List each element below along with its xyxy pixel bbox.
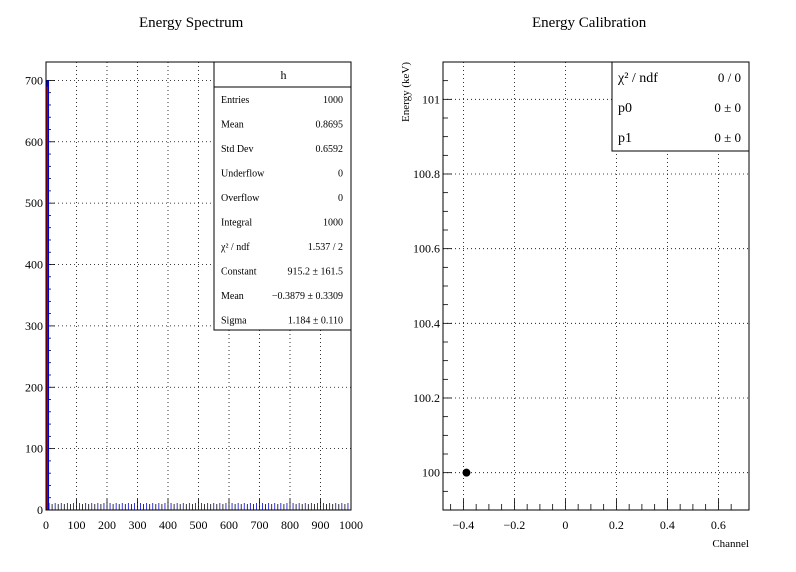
stats-value: 0.6592 (316, 144, 344, 155)
y-tick-label: 500 (25, 196, 43, 210)
stats-label: Sigma (221, 316, 247, 327)
stats-label: Underflow (221, 169, 265, 180)
x-tick-label: −0.2 (504, 518, 526, 532)
stats-label: Mean (221, 291, 244, 302)
x-tick-label: 200 (98, 518, 116, 532)
stats-box-title: h (281, 68, 287, 82)
stats-value: 1.537 / 2 (308, 242, 343, 253)
x-tick-label: 0 (562, 518, 568, 532)
x-tick-label: −0.4 (453, 518, 475, 532)
y-tick-label: 300 (25, 319, 43, 333)
stats-label: Entries (221, 95, 249, 106)
stats-value: 1000 (323, 218, 343, 229)
stats-value: 0 (338, 193, 343, 204)
data-point (462, 468, 471, 477)
x-axis-title: Channel (712, 538, 749, 550)
y-tick-label: 100.2 (413, 391, 440, 405)
y-tick-label: 100 (422, 466, 440, 480)
x-tick-label: 0.2 (609, 518, 624, 532)
stats-value: 915.2 ± 161.5 (288, 267, 344, 278)
y-tick-label: 100 (25, 442, 43, 456)
x-tick-label: 400 (159, 518, 177, 532)
stats-label: χ² / ndf (220, 242, 250, 253)
y-tick-label: 400 (25, 258, 43, 272)
stats-value: 1.184 ± 0.110 (288, 316, 343, 327)
stats-label: Overflow (221, 193, 260, 204)
stats-label: Mean (221, 120, 244, 131)
x-tick-label: 700 (251, 518, 269, 532)
x-tick-label: 800 (281, 518, 299, 532)
x-tick-label: 900 (312, 518, 330, 532)
y-tick-label: 100.6 (413, 242, 440, 256)
plot-frame (442, 61, 750, 511)
stats-value: 0 ± 0 (714, 100, 741, 115)
y-axis-title: Energy (keV) (400, 62, 412, 122)
y-tick-label: 100.8 (413, 167, 440, 181)
stats-label: Std Dev (221, 144, 254, 155)
y-tick-label: 600 (25, 135, 43, 149)
y-tick-label: 0 (37, 503, 43, 517)
x-tick-label: 0.4 (660, 518, 675, 532)
stats-label: Integral (221, 218, 252, 229)
y-tick-label: 100.4 (413, 316, 440, 330)
x-tick-label: 1000 (339, 518, 363, 532)
stats-box (213, 61, 352, 331)
x-tick-label: 300 (129, 518, 147, 532)
stats-label: p0 (618, 101, 632, 116)
x-tick-label: 0 (43, 518, 49, 532)
stats-label: Constant (221, 267, 257, 278)
stats-label: χ² / ndf (617, 71, 658, 86)
stats-box (611, 61, 750, 152)
y-tick-label: 200 (25, 380, 43, 394)
y-tick-label: 101 (422, 92, 440, 106)
x-tick-label: 0.6 (711, 518, 726, 532)
chart-title-spectrum: Energy Spectrum (139, 15, 244, 31)
chart-title-calibration: Energy Calibration (532, 15, 647, 31)
x-tick-label: 100 (68, 518, 86, 532)
stats-value: 1000 (323, 95, 343, 106)
stats-value: 0.8695 (316, 120, 344, 131)
x-tick-label: 500 (190, 518, 208, 532)
stats-label: p1 (618, 131, 632, 146)
x-tick-label: 600 (220, 518, 238, 532)
stats-value: 0 (338, 169, 343, 180)
y-tick-label: 700 (25, 73, 43, 87)
stats-value: 0 / 0 (718, 70, 741, 85)
stats-value: 0 ± 0 (714, 130, 741, 145)
stats-value: −0.3879 ± 0.3309 (272, 291, 343, 302)
